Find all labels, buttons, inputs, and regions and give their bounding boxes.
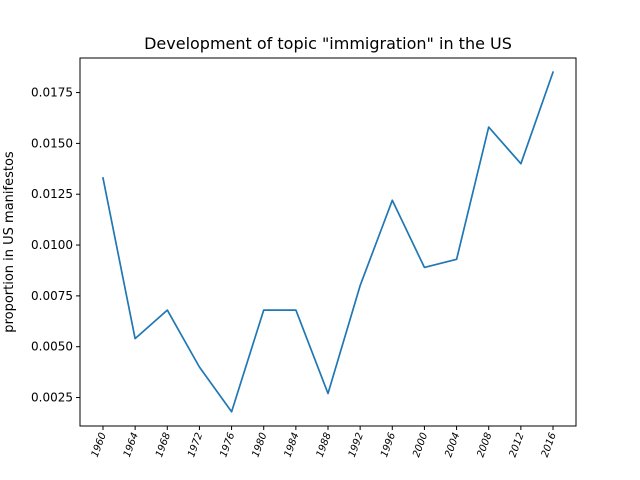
y-axis-label: proportion in US manifestos xyxy=(2,151,17,333)
y-tick-label: 0.0025 xyxy=(31,391,73,405)
y-tick-label: 0.0100 xyxy=(31,238,73,252)
plot-area: 0.0025 0.0050 0.0075 0.0100 0.0125 0.0150 0.01… xyxy=(31,57,577,459)
y-tick-label: 0.0125 xyxy=(31,187,73,201)
y-tick-label: 0.0150 xyxy=(31,136,73,150)
y-tick-label: 0.0075 xyxy=(31,289,73,303)
series-line xyxy=(101,71,555,413)
chart-title: Development of topic "immigration" in th… xyxy=(144,34,512,53)
y-tick-label: 0.0050 xyxy=(31,340,73,354)
y-tick-label: 0.0175 xyxy=(31,86,73,100)
